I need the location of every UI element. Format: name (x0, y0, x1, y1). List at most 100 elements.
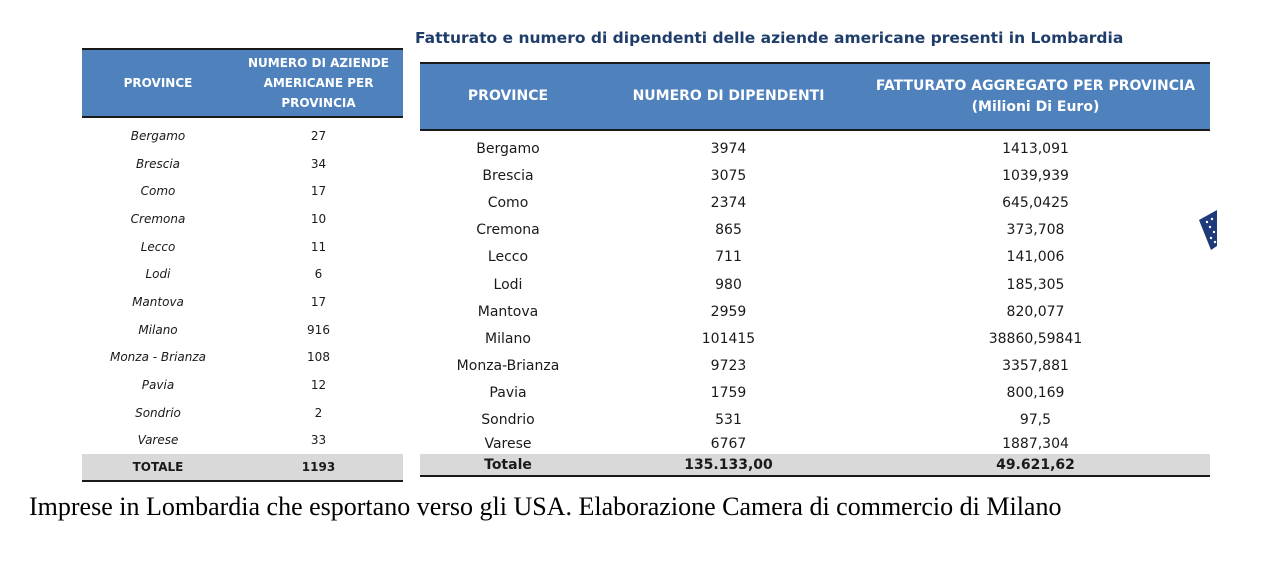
revenue-cell: 800,169 (1006, 385, 1065, 402)
table-row: Pavia 12 (82, 371, 403, 399)
revenue-cell: 185,305 (1006, 276, 1065, 293)
employees-cell: 9723 (710, 358, 747, 375)
revenue-cell: 373,708 (1006, 222, 1065, 239)
total-row: Totale 135.133,00 49.621,62 (420, 454, 1210, 478)
header-province: PROVINCE (82, 48, 234, 118)
province-cell: Pavia (489, 385, 527, 402)
value-cell: 916 (307, 322, 330, 337)
companies-table: PROVINCE NUMERO DI AZIENDE AMERICANE PER… (82, 48, 403, 483)
table-row: Brescia 34 (82, 150, 403, 178)
value-cell: 17 (310, 184, 327, 199)
employees-cell: 531 (715, 412, 742, 429)
employees-cell: 101415 (701, 330, 756, 347)
province-cell: Sondrio (481, 412, 535, 429)
table-row: Lodi 980 185,305 (420, 271, 1210, 298)
province-cell: Milano (485, 330, 531, 347)
revenue-cell: 1413,091 (1002, 140, 1069, 157)
total-employees: 135.133,00 (596, 454, 861, 478)
province-cell: Sondrio (135, 405, 181, 420)
table-row: Mantova 17 (82, 288, 403, 316)
value-cell: 2 (314, 405, 323, 420)
table-row: Como 17 (82, 177, 403, 205)
province-cell: Lecco (140, 239, 176, 254)
employees-cell: 865 (715, 222, 742, 239)
employees-cell: 3075 (710, 167, 747, 184)
table-header-row: PROVINCE NUMERO DI DIPENDENTI FATTURATO … (420, 62, 1210, 131)
employees-cell: 980 (715, 276, 742, 293)
province-cell: Varese (484, 436, 532, 453)
page-title: Fatturato e numero di dipendenti delle a… (415, 29, 1124, 47)
value-cell: 27 (310, 128, 327, 143)
province-cell: Como (140, 184, 176, 199)
total-label: TOTALE (82, 454, 234, 483)
employees-cell: 6767 (710, 436, 747, 453)
employees-cell: 711 (715, 249, 742, 266)
table-row: Lecco 711 141,006 (420, 244, 1210, 271)
header-employees: NUMERO DI DIPENDENTI (596, 62, 861, 131)
table-row: Como 2374 645,0425 (420, 189, 1210, 216)
total-row: TOTALE 1193 (82, 454, 403, 483)
table-row: Pavia 1759 800,169 (420, 380, 1210, 407)
province-cell: Varese (137, 433, 179, 448)
revenue-cell: 1039,939 (1002, 167, 1069, 184)
table-row: Brescia 3075 1039,939 (420, 162, 1210, 189)
value-cell: 10 (310, 211, 327, 226)
province-cell: Cremona (476, 222, 540, 239)
table-row: Cremona 865 373,708 (420, 217, 1210, 244)
employees-cell: 2374 (710, 194, 747, 211)
province-cell: Mantova (132, 294, 184, 309)
table-row: Varese 33 (82, 427, 403, 455)
value-cell: 34 (310, 156, 327, 171)
province-cell: Lodi (145, 267, 171, 282)
province-cell: Pavia (141, 378, 175, 393)
table-row: Monza - Brianza 108 (82, 344, 403, 372)
header-province: PROVINCE (420, 62, 596, 131)
table-row: Monza-Brianza 9723 3357,881 (420, 353, 1210, 380)
table-row: Varese 6767 1887,304 (420, 434, 1210, 454)
revenue-cell: 820,077 (1006, 303, 1065, 320)
revenue-cell: 38860,59841 (988, 330, 1083, 347)
header-revenue-unit: (Milioni Di Euro) (971, 98, 1100, 115)
value-cell: 6 (314, 267, 323, 282)
revenue-cell: 3357,881 (1002, 358, 1069, 375)
employees-cell: 1759 (710, 385, 747, 402)
value-cell: 11 (310, 239, 327, 254)
province-cell: Como (487, 194, 529, 211)
province-cell: Cremona (130, 211, 186, 226)
revenue-cell: 97,5 (1019, 412, 1052, 429)
header-revenue: FATTURATO AGGREGATO PER PROVINCIA (Milio… (861, 62, 1210, 131)
total-label: Totale (420, 454, 596, 478)
province-cell: Monza - Brianza (109, 350, 207, 365)
total-revenue: 49.621,62 (861, 454, 1210, 478)
province-cell: Brescia (482, 167, 534, 184)
province-cell: Milano (138, 322, 178, 337)
table-row: Mantova 2959 820,077 (420, 298, 1210, 325)
province-cell: Mantova (477, 303, 539, 320)
table-header-row: PROVINCE NUMERO DI AZIENDE AMERICANE PER… (82, 48, 403, 118)
total-value: 1193 (234, 454, 403, 483)
table-row: Bergamo 27 (82, 122, 403, 150)
province-cell: Lodi (493, 276, 523, 293)
province-cell: Bergamo (476, 140, 540, 157)
table-row: Bergamo 3974 1413,091 (420, 135, 1210, 162)
table-row: Sondrio 531 97,5 (420, 407, 1210, 434)
table-row: Milano 101415 38860,59841 (420, 325, 1210, 352)
value-cell: 12 (310, 378, 327, 393)
employees-cell: 3974 (710, 140, 747, 157)
revenue-table: PROVINCE NUMERO DI DIPENDENTI FATTURATO … (420, 62, 1210, 478)
revenue-cell: 645,0425 (1002, 194, 1069, 211)
table-row: Sondrio 2 (82, 399, 403, 427)
value-cell: 17 (310, 294, 327, 309)
us-flag-icon (1199, 210, 1217, 250)
province-cell: Lecco (487, 249, 529, 266)
employees-cell: 2959 (710, 303, 747, 320)
value-cell: 33 (310, 433, 327, 448)
province-cell: Brescia (135, 156, 181, 171)
revenue-cell: 141,006 (1006, 249, 1065, 266)
header-revenue-title: FATTURATO AGGREGATO PER PROVINCIA (875, 77, 1196, 94)
header-company-count: NUMERO DI AZIENDE AMERICANE PER PROVINCI… (234, 48, 403, 118)
table-row: Milano 916 (82, 316, 403, 344)
province-cell: Bergamo (130, 128, 186, 143)
table-row: Cremona 10 (82, 205, 403, 233)
table-row: Lecco 11 (82, 233, 403, 261)
